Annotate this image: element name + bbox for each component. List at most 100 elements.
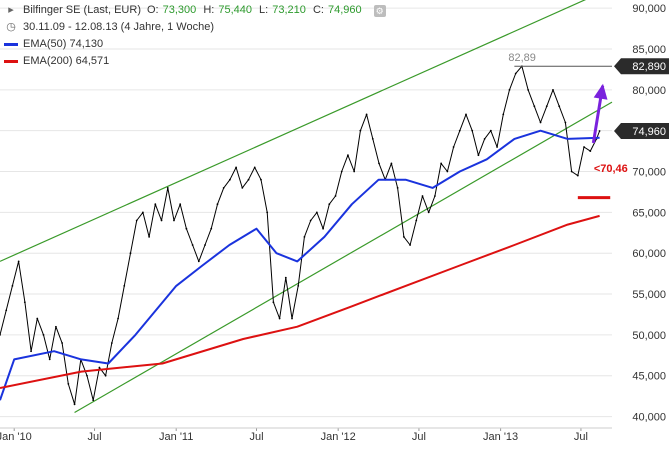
price-point bbox=[545, 105, 548, 108]
price-point bbox=[371, 137, 374, 140]
price-point bbox=[570, 170, 573, 173]
low-label: L: bbox=[259, 4, 269, 16]
price-tags: 82,890 74,960 bbox=[614, 58, 669, 140]
price-point bbox=[73, 403, 76, 406]
instrument-name: Bilfinger SE (Last, EUR) bbox=[23, 4, 141, 16]
price-point bbox=[253, 166, 256, 169]
x-tick-label: Jan '13 bbox=[483, 431, 518, 443]
series-ema50 bbox=[0, 129, 600, 401]
y-tick-label: 55,000 bbox=[632, 289, 666, 301]
y-tick-label: 60,000 bbox=[632, 248, 666, 260]
price-point bbox=[502, 113, 505, 116]
price-point bbox=[483, 137, 486, 140]
price-point bbox=[589, 150, 592, 153]
low-value: 73,210 bbox=[272, 4, 306, 16]
price-point bbox=[564, 121, 567, 124]
price-point bbox=[123, 284, 126, 287]
legend-header-row: ▸ Bilfinger SE (Last, EUR) O: 73,300 H: 75… bbox=[4, 2, 386, 19]
price-tag-box bbox=[614, 123, 669, 140]
close-value: 74,960 bbox=[327, 4, 362, 16]
price-point bbox=[558, 105, 561, 108]
price-point bbox=[129, 252, 132, 255]
price-point bbox=[98, 366, 101, 369]
legend-ema200-row[interactable]: EMA(200) 64,571 bbox=[4, 53, 386, 70]
price-point bbox=[110, 342, 113, 344]
price-point bbox=[533, 105, 536, 108]
price-point bbox=[322, 227, 324, 230]
price-tag-box bbox=[614, 58, 669, 75]
price-point bbox=[210, 227, 213, 230]
price-point bbox=[5, 309, 8, 312]
price-point bbox=[235, 166, 238, 169]
price-point bbox=[216, 203, 219, 206]
y-tick-label: 90,000 bbox=[632, 3, 666, 15]
price-point bbox=[347, 154, 349, 157]
price-point bbox=[427, 211, 430, 214]
chart-legend: ▸ Bilfinger SE (Last, EUR) O: 73,300 H: 75… bbox=[4, 2, 386, 70]
series-price bbox=[0, 65, 601, 405]
price-point bbox=[396, 186, 399, 189]
price-point bbox=[489, 129, 492, 132]
price-point bbox=[92, 399, 95, 402]
price-point bbox=[527, 88, 530, 91]
x-tick-label: Jan '10 bbox=[0, 431, 32, 443]
price-point bbox=[465, 113, 467, 116]
price-point bbox=[576, 174, 579, 177]
x-tick-label: Jul bbox=[87, 431, 101, 443]
price-point bbox=[0, 333, 1, 336]
ohlc-values: O: 73,300 H: 75,440 L: 73,210 C: 74,960 bbox=[147, 2, 366, 19]
price-point bbox=[471, 129, 474, 132]
price-point bbox=[179, 203, 182, 206]
y-tick-label: 45,000 bbox=[632, 371, 666, 383]
price-point bbox=[514, 72, 517, 75]
price-point bbox=[61, 342, 64, 344]
price-point bbox=[86, 374, 88, 377]
y-tick-label: 50,000 bbox=[632, 330, 666, 342]
price-point bbox=[402, 235, 405, 238]
price-point bbox=[446, 170, 449, 173]
price-point bbox=[48, 358, 51, 361]
price-tag-label: 74,960 bbox=[632, 126, 666, 138]
y-tick-label: 80,000 bbox=[632, 85, 666, 97]
price-point bbox=[359, 129, 362, 132]
price-point bbox=[291, 317, 293, 320]
x-tick-label: Jul bbox=[249, 431, 263, 443]
price-point bbox=[334, 195, 337, 197]
settings-icon[interactable]: ⚙ bbox=[373, 4, 386, 17]
price-point bbox=[30, 350, 32, 353]
channel-line-lower bbox=[74, 101, 613, 414]
legend-ema50-row[interactable]: EMA(50) 74,130 bbox=[4, 36, 386, 53]
price-point bbox=[42, 333, 45, 336]
price-point bbox=[328, 203, 331, 206]
x-axis: Jan '10 Jul Jan '11 Jul Jan '12 Jul Jan '13 Jul bbox=[0, 427, 612, 443]
price-tag-label: 82,890 bbox=[632, 61, 666, 73]
price-point bbox=[247, 178, 250, 181]
price-point bbox=[55, 325, 57, 328]
price-point bbox=[297, 284, 300, 287]
price-point bbox=[204, 244, 206, 246]
x-tick-label: Jul bbox=[574, 431, 588, 443]
x-tick-label: Jul bbox=[412, 431, 426, 443]
price-point bbox=[148, 235, 151, 238]
x-tick-label: Jan '12 bbox=[321, 431, 356, 443]
price-point bbox=[173, 219, 175, 222]
price-point bbox=[458, 129, 461, 132]
y-tick-label: 40,000 bbox=[632, 412, 666, 424]
price-point bbox=[17, 260, 20, 263]
price-point bbox=[598, 130, 601, 132]
price-point bbox=[185, 227, 188, 230]
high-value: 75,440 bbox=[218, 4, 252, 16]
series-ema200 bbox=[0, 214, 600, 389]
expand-arrow-icon[interactable]: ▸ bbox=[8, 4, 14, 16]
clock-icon: ◷ bbox=[6, 21, 16, 33]
price-point bbox=[452, 146, 455, 148]
trend-arrowhead bbox=[593, 83, 608, 100]
price-point bbox=[583, 146, 585, 148]
annotations: 82,89 <70,46 bbox=[508, 52, 628, 200]
ema200-swatch bbox=[4, 60, 18, 63]
price-point bbox=[415, 219, 418, 222]
price-point bbox=[284, 276, 287, 279]
price-point bbox=[303, 235, 306, 238]
price-point bbox=[434, 195, 436, 197]
